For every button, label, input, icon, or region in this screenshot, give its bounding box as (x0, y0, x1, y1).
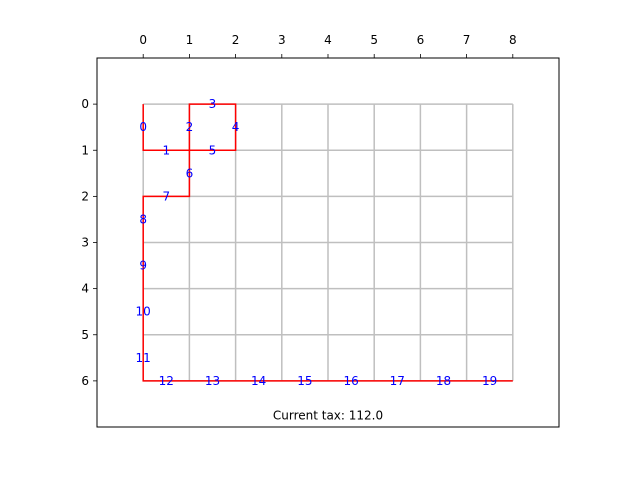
edge-label-5: 5 (209, 143, 217, 157)
y-tick-label: 1 (81, 143, 89, 157)
edge-label-7: 7 (162, 189, 170, 203)
x-tick-label: 3 (278, 33, 286, 47)
y-tick-label: 6 (81, 374, 89, 388)
x-axis-ticks: 0 1 2 3 4 5 6 7 8 (139, 33, 517, 58)
edge-label-19: 19 (482, 374, 497, 388)
x-tick-label: 0 (139, 33, 147, 47)
edge-label-1: 1 (162, 143, 170, 157)
current-tax-label: Current tax: 112.0 (273, 408, 383, 422)
edge-label-15: 15 (297, 374, 312, 388)
edge-label-9: 9 (139, 259, 147, 273)
x-tick-label: 4 (324, 33, 332, 47)
y-tick-label: 2 (81, 189, 89, 203)
route-polyline (142, 103, 513, 382)
edge-label-16: 16 (343, 374, 358, 388)
edge-label-13: 13 (205, 374, 220, 388)
y-axis-ticks: 0 1 2 3 4 5 6 (81, 97, 97, 388)
edge-label-12: 12 (159, 374, 174, 388)
edge-label-17: 17 (390, 374, 405, 388)
edge-label-14: 14 (251, 374, 266, 388)
x-tick-label: 2 (232, 33, 240, 47)
edge-label-8: 8 (139, 212, 147, 226)
edge-label-3: 3 (209, 97, 217, 111)
y-tick-label: 5 (81, 328, 89, 342)
x-tick-label: 5 (370, 33, 378, 47)
route-path (142, 103, 513, 382)
y-tick-label: 4 (81, 282, 89, 296)
x-tick-label: 1 (186, 33, 194, 47)
edge-label-6: 6 (186, 166, 194, 180)
x-tick-label: 7 (463, 33, 471, 47)
edge-label-11: 11 (136, 351, 151, 365)
edge-label-18: 18 (436, 374, 451, 388)
edge-label-4: 4 (232, 120, 240, 134)
x-tick-label: 6 (417, 33, 425, 47)
edge-label-0: 0 (139, 120, 147, 134)
y-tick-label: 0 (81, 97, 89, 111)
y-tick-label: 3 (81, 236, 89, 250)
edge-label-10: 10 (136, 305, 151, 319)
x-tick-label: 8 (509, 33, 517, 47)
edge-label-2: 2 (186, 120, 194, 134)
